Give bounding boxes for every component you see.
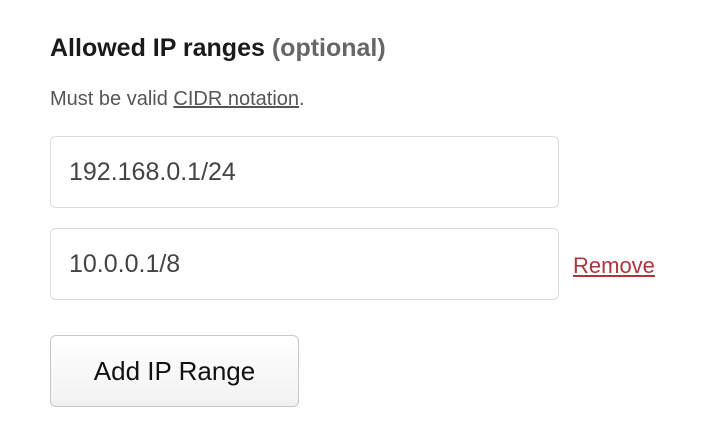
cidr-notation-link[interactable]: CIDR notation <box>173 88 300 110</box>
help-suffix: . <box>299 88 305 110</box>
help-text: Must be valid CIDR notation. <box>50 88 305 111</box>
help-prefix: Must be valid <box>50 88 174 110</box>
remove-ip-range-link[interactable]: Remove <box>573 253 655 278</box>
ip-range-input-2[interactable] <box>50 228 559 300</box>
optional-label: (optional) <box>271 34 386 62</box>
ip-range-input-1[interactable] <box>50 136 559 208</box>
field-label: Allowed IP ranges (optional) <box>50 34 386 63</box>
field-label-text: Allowed IP ranges <box>50 34 265 62</box>
add-ip-range-button[interactable]: Add IP Range <box>50 335 299 407</box>
